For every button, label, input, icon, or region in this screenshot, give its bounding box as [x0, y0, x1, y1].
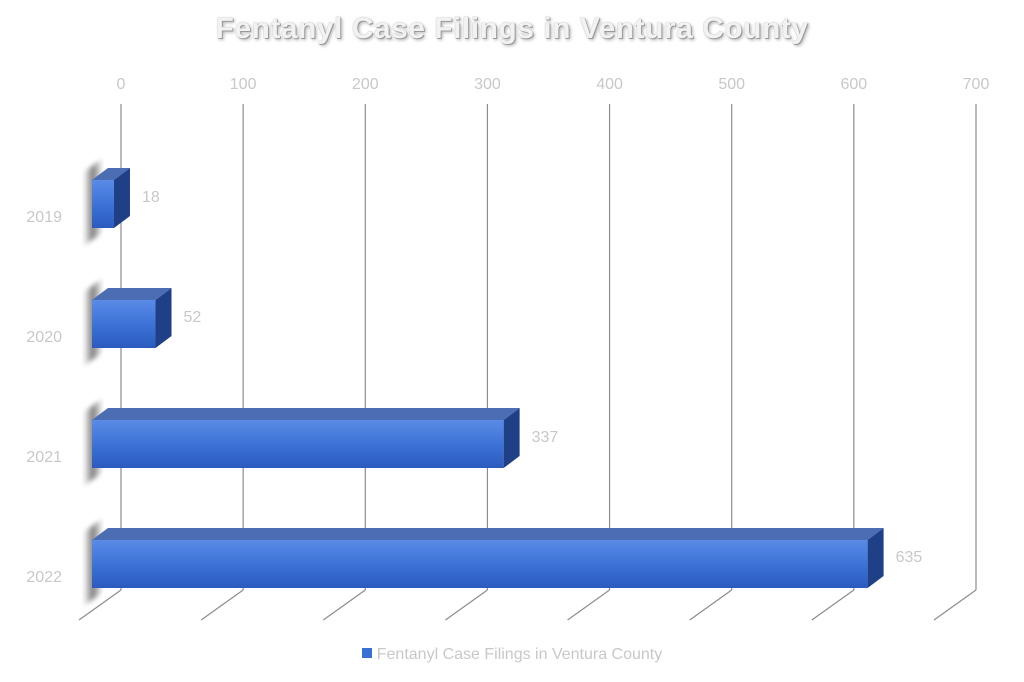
x-tick-label-500: 500	[718, 76, 745, 93]
x-axis-ticks: 0 100 200 300 400 500 600 700	[117, 76, 990, 93]
category-label-2021: 2021	[26, 449, 62, 466]
floor-line-400	[567, 589, 610, 621]
bar-front-2020	[92, 300, 156, 348]
bar-2019: 18	[84, 160, 160, 245]
gridlines	[78, 104, 977, 621]
floor-line-200	[322, 589, 366, 621]
bar-2020: 52	[84, 280, 202, 365]
x-tick-label-0: 0	[117, 76, 126, 93]
data-label-2022: 635	[896, 549, 923, 566]
legend-swatch	[361, 648, 372, 658]
bar-front-2021	[92, 420, 504, 468]
data-label-2019: 18	[142, 189, 160, 206]
x-tick-label-600: 600	[841, 76, 868, 93]
bar-side-2019	[113, 168, 130, 228]
bar-front-2019	[92, 180, 114, 228]
x-tick-label-700: 700	[963, 76, 990, 93]
category-label-2022: 2022	[26, 569, 62, 586]
bar-front-2022	[92, 540, 868, 588]
data-label-2020: 52	[184, 309, 202, 326]
legend-label: Fentanyl Case Filings in Ventura County	[376, 646, 663, 663]
floor-line-700	[933, 589, 977, 621]
bars: 18 52 337 635	[84, 160, 923, 605]
bar-2022: 635	[84, 520, 923, 605]
bar-top-2020	[92, 288, 172, 300]
x-tick-label-100: 100	[230, 76, 257, 93]
bar-2021: 337	[84, 400, 559, 485]
bar-side-2021	[503, 408, 520, 468]
chart-title: Fentanyl Case Filings in Ventura County	[215, 12, 809, 45]
floor-line-100	[200, 589, 244, 621]
x-tick-label-200: 200	[352, 76, 379, 93]
bar-top-2021	[92, 408, 520, 420]
bar-side-2022	[867, 528, 884, 588]
category-label-2019: 2019	[26, 209, 62, 226]
bar-top-2022	[92, 528, 884, 540]
bar-top-2019	[92, 168, 130, 180]
legend: Fentanyl Case Filings in Ventura County	[0, 646, 1024, 664]
floor-line-0	[78, 589, 122, 621]
floor-line-600	[811, 589, 855, 621]
x-tick-label-300: 300	[474, 76, 501, 93]
floor-line-500	[689, 589, 733, 621]
y-axis-categories: 2019 2020 2021 2022	[26, 209, 62, 586]
floor-line-300	[445, 589, 488, 621]
x-tick-label-400: 400	[596, 76, 623, 93]
category-label-2020: 2020	[26, 329, 62, 346]
bar-side-2020	[155, 288, 172, 348]
data-label-2021: 337	[532, 429, 559, 446]
